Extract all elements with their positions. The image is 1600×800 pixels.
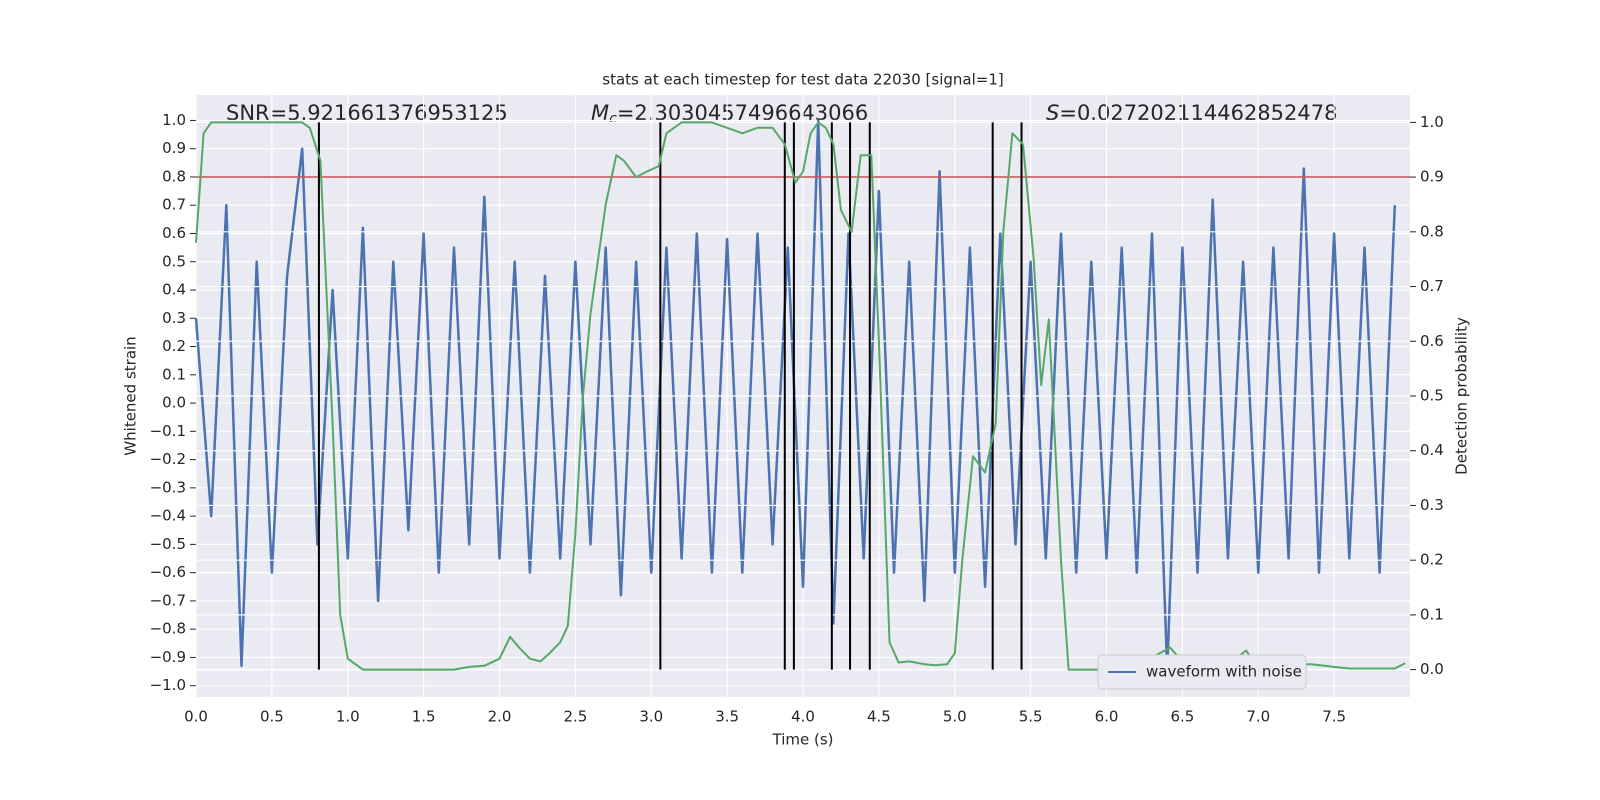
x-tick-label: 0.5: [260, 708, 284, 726]
legend-box: [1097, 654, 1307, 690]
y-tick-label: 0.5: [162, 252, 186, 270]
x-tick-label: 6.0: [1095, 708, 1119, 726]
annotation: S=0.027202114462852478: [1046, 101, 1337, 125]
annotation-value: =0.027202114462852478: [1059, 101, 1337, 125]
y-tick-label: 0.6: [162, 224, 186, 242]
y-tick-label: −0.6: [150, 563, 186, 581]
y-tick-label: 0.0: [162, 394, 186, 412]
y-tick-label: −0.1: [150, 422, 186, 440]
x-tick-label: 4.5: [867, 708, 891, 726]
y-tick-label: −0.8: [150, 620, 186, 638]
x-tick-label: 5.0: [943, 708, 967, 726]
y2-tick-label: 0.1: [1420, 605, 1444, 623]
x-tick-label: 7.0: [1246, 708, 1270, 726]
y2-tick-label: 0.5: [1420, 387, 1444, 405]
y-tick-label: 0.1: [162, 365, 186, 383]
y-tick-label: 0.2: [162, 337, 186, 355]
y2-tick-label: 0.2: [1420, 551, 1444, 569]
annotation-symbol: M: [591, 101, 609, 125]
y2-tick-label: 0.3: [1420, 496, 1444, 514]
y-tick-label: −0.2: [150, 450, 186, 468]
annotation-symbol: S: [1046, 101, 1059, 125]
y2-tick-label: 0.9: [1420, 168, 1444, 186]
annotation: Mc=2.3030457496643066: [591, 101, 868, 127]
y2-tick-label: 0.4: [1420, 441, 1444, 459]
y-tick-label: −0.3: [150, 478, 186, 496]
chart-title: stats at each timestep for test data 220…: [602, 71, 1003, 89]
y2-tick-label: 1.0: [1420, 113, 1444, 131]
y-tick-label: −1.0: [150, 676, 186, 694]
y-tick-label: 0.3: [162, 309, 186, 327]
x-tick-label: 3.5: [715, 708, 739, 726]
x-tick-label: 7.5: [1322, 708, 1346, 726]
x-tick-label: 1.5: [412, 708, 436, 726]
y-tick-label: −0.4: [150, 507, 186, 525]
x-tick-label: 5.5: [1019, 708, 1043, 726]
y-tick-label: −0.7: [150, 591, 186, 609]
y-tick-label: 1.0: [162, 111, 186, 129]
x-tick-label: 4.0: [791, 708, 815, 726]
x-tick-label: 2.0: [488, 708, 512, 726]
x-axis-label: Time (s): [772, 731, 834, 749]
y-tick-label: 0.4: [162, 281, 186, 299]
x-tick-label: 0.0: [184, 708, 208, 726]
annotation-subscript: c: [609, 111, 617, 127]
y2-tick-label: 0.0: [1420, 660, 1444, 678]
x-tick-label: 3.0: [639, 708, 663, 726]
y-tick-label: 0.8: [162, 167, 186, 185]
legend-label: waveform with noise: [1146, 663, 1302, 681]
y2-tick-label: 0.6: [1420, 332, 1444, 350]
x-tick-label: 6.5: [1170, 708, 1194, 726]
y-axis-label: Whitened strain: [122, 336, 140, 455]
y2-tick-label: 0.7: [1420, 277, 1444, 295]
y-tick-label: 0.7: [162, 196, 186, 214]
x-tick-label: 2.5: [563, 708, 587, 726]
y2-tick-label: 0.8: [1420, 222, 1444, 240]
y-tick-label: 0.9: [162, 139, 186, 157]
y-tick-label: −0.5: [150, 535, 186, 553]
data-line: [194, 119, 1397, 673]
y2-axis-label: Detection probability: [1453, 317, 1471, 475]
y-tick-label: −0.9: [150, 648, 186, 666]
x-tick-label: 1.0: [336, 708, 360, 726]
annotation-value: =2.3030457496643066: [617, 101, 868, 125]
